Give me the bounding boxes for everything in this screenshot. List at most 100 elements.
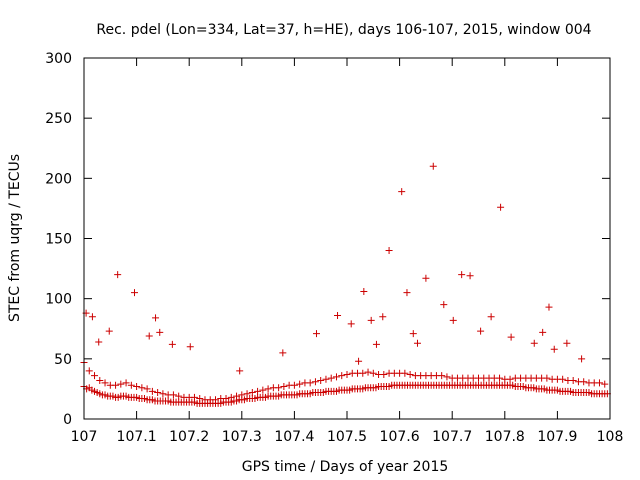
data-point bbox=[138, 384, 146, 392]
data-point bbox=[169, 391, 177, 399]
data-point bbox=[440, 301, 448, 309]
data-point bbox=[372, 340, 380, 348]
data-point bbox=[332, 373, 340, 381]
data-point bbox=[148, 387, 156, 395]
data-point bbox=[88, 313, 96, 321]
chart-title: Rec. pdel (Lon=334, Lat=37, h=HE), days … bbox=[96, 22, 591, 38]
data-point bbox=[91, 372, 99, 380]
data-point bbox=[559, 375, 567, 383]
x-tick-label: 107.8 bbox=[485, 429, 525, 445]
data-point bbox=[601, 380, 609, 388]
x-tick-label: 107.2 bbox=[169, 429, 209, 445]
data-point bbox=[438, 372, 446, 380]
data-point bbox=[114, 271, 122, 279]
data-point bbox=[334, 312, 342, 320]
data-point bbox=[477, 327, 485, 335]
data-point bbox=[385, 247, 393, 255]
data-point bbox=[543, 374, 551, 382]
data-point bbox=[367, 316, 375, 324]
data-point bbox=[409, 330, 417, 338]
data-point bbox=[466, 272, 474, 280]
data-point bbox=[497, 203, 505, 211]
data-point bbox=[458, 271, 466, 279]
data-point bbox=[422, 274, 430, 282]
data-point bbox=[233, 392, 241, 400]
x-tick-label: 107.1 bbox=[117, 429, 157, 445]
data-point bbox=[487, 313, 495, 321]
data-point bbox=[317, 376, 325, 384]
y-tick-label: 200 bbox=[45, 171, 72, 187]
data-point bbox=[506, 375, 514, 383]
data-point bbox=[212, 396, 219, 404]
data-point bbox=[196, 395, 204, 403]
x-tick-label: 107.9 bbox=[537, 429, 577, 445]
data-point bbox=[311, 378, 319, 386]
data-point bbox=[101, 379, 109, 387]
x-tick-label: 107.7 bbox=[432, 429, 472, 445]
data-point bbox=[133, 383, 141, 391]
plot-frame bbox=[83, 57, 611, 420]
data-point bbox=[338, 372, 346, 380]
data-point bbox=[130, 289, 138, 297]
data-point bbox=[117, 380, 125, 388]
data-point bbox=[401, 369, 409, 377]
data-point bbox=[443, 373, 451, 381]
data-point bbox=[238, 391, 246, 399]
data-point bbox=[380, 370, 388, 378]
data-point bbox=[413, 339, 421, 347]
data-point bbox=[222, 395, 230, 403]
data-point bbox=[322, 375, 330, 383]
data-point bbox=[379, 313, 387, 321]
data-point bbox=[145, 332, 153, 340]
y-tick-label: 100 bbox=[45, 292, 72, 308]
data-point bbox=[429, 162, 437, 170]
data-point bbox=[563, 339, 571, 347]
data-point bbox=[279, 349, 287, 357]
y-tick-label: 0 bbox=[63, 412, 72, 428]
data-point bbox=[152, 314, 160, 322]
data-point bbox=[580, 378, 588, 386]
data-point bbox=[85, 367, 93, 375]
data-point bbox=[259, 386, 267, 394]
x-tick-label: 108 bbox=[597, 429, 624, 445]
data-points bbox=[80, 162, 611, 407]
data-point bbox=[403, 289, 411, 297]
data-point bbox=[264, 385, 272, 393]
data-point bbox=[359, 369, 367, 377]
data-point bbox=[248, 389, 256, 397]
x-tick-label: 107.4 bbox=[274, 429, 314, 445]
y-tick-label: 300 bbox=[45, 51, 72, 67]
data-point bbox=[327, 374, 335, 382]
data-point bbox=[530, 339, 538, 347]
y-tick-label: 50 bbox=[54, 352, 72, 368]
data-point bbox=[105, 327, 113, 335]
data-point bbox=[449, 316, 457, 324]
data-point bbox=[595, 379, 603, 387]
data-point bbox=[507, 333, 515, 341]
data-point bbox=[355, 357, 363, 365]
data-point bbox=[190, 393, 198, 401]
data-point bbox=[406, 370, 414, 378]
data-point bbox=[227, 393, 235, 401]
data-point bbox=[175, 392, 183, 400]
data-point bbox=[364, 368, 372, 376]
data-point bbox=[578, 355, 586, 363]
data-point bbox=[143, 385, 151, 393]
data-point bbox=[243, 390, 251, 398]
data-point bbox=[398, 188, 406, 196]
data-point bbox=[290, 381, 298, 389]
data-point bbox=[296, 380, 304, 388]
data-point bbox=[306, 379, 314, 387]
x-tick-label: 107.5 bbox=[327, 429, 367, 445]
y-tick-label: 250 bbox=[45, 111, 72, 127]
data-point bbox=[275, 384, 283, 392]
y-axis-label: STEC from uqrg / TECUs bbox=[7, 154, 23, 322]
data-point bbox=[156, 328, 164, 336]
x-tick-label: 107.3 bbox=[222, 429, 262, 445]
data-point bbox=[159, 390, 167, 398]
axis-tick-labels: 107 107.1 107.2 107.3 107.4 107.5 107.6 107.7 10… bbox=[45, 51, 623, 445]
data-point bbox=[496, 374, 504, 382]
data-point bbox=[95, 338, 103, 346]
data-point bbox=[236, 367, 244, 375]
